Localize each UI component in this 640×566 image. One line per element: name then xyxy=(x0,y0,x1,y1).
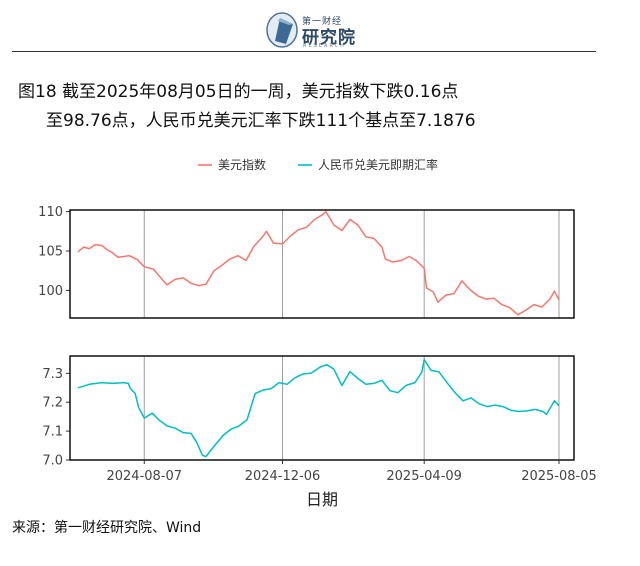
xtick-label-3: 2025-08-05 xyxy=(521,469,597,484)
figure-title-line2: 至98.76点，人民币兑美元汇率下跌111个基点至7.1876 xyxy=(46,111,476,131)
bottom-series-line xyxy=(77,358,560,458)
logo-top-text: 第一财经 xyxy=(302,17,343,27)
x-axis-label: 日期 xyxy=(306,490,338,509)
xtick-label-0: 2024-08-07 xyxy=(106,469,182,484)
bottom-ytick-label: 7.0 xyxy=(42,454,63,469)
logo-emblem-icon xyxy=(266,12,298,48)
header-divider xyxy=(12,51,596,52)
top-ytick-label: 110 xyxy=(38,205,63,220)
xtick-label-2: 2025-04-09 xyxy=(386,469,462,484)
bottom-ytick-label: 7.2 xyxy=(42,396,63,411)
top-series-line xyxy=(77,210,560,316)
bottom-ytick-label: 7.3 xyxy=(42,367,63,382)
logo-sub-text: RESEARCH xyxy=(303,43,346,49)
logo-main-text: 研究院 xyxy=(302,28,356,48)
figure-title: 图18 截至2025年08月05日的一周，美元指数下跌0.16点 至98.76点… xyxy=(18,78,476,136)
legend-label-usd: 美元指数 xyxy=(218,157,266,172)
top-ytick-label: 100 xyxy=(38,284,63,299)
legend-label-cny: 人民币兑美元即期汇率 xyxy=(318,157,438,172)
xtick-label-1: 2024-12-06 xyxy=(245,469,321,484)
figure-title-line1: 图18 截至2025年08月05日的一周，美元指数下跌0.16点 xyxy=(18,82,459,102)
logo: 第一财经 研究院 RESEARCH xyxy=(262,10,382,50)
source-note: 来源：第一财经研究院、Wind xyxy=(12,520,202,536)
top-panel-frame xyxy=(69,209,575,319)
bottom-panel-frame xyxy=(69,355,575,461)
bottom-ytick-label: 7.1 xyxy=(42,425,63,440)
top-ytick-label: 105 xyxy=(38,244,63,259)
